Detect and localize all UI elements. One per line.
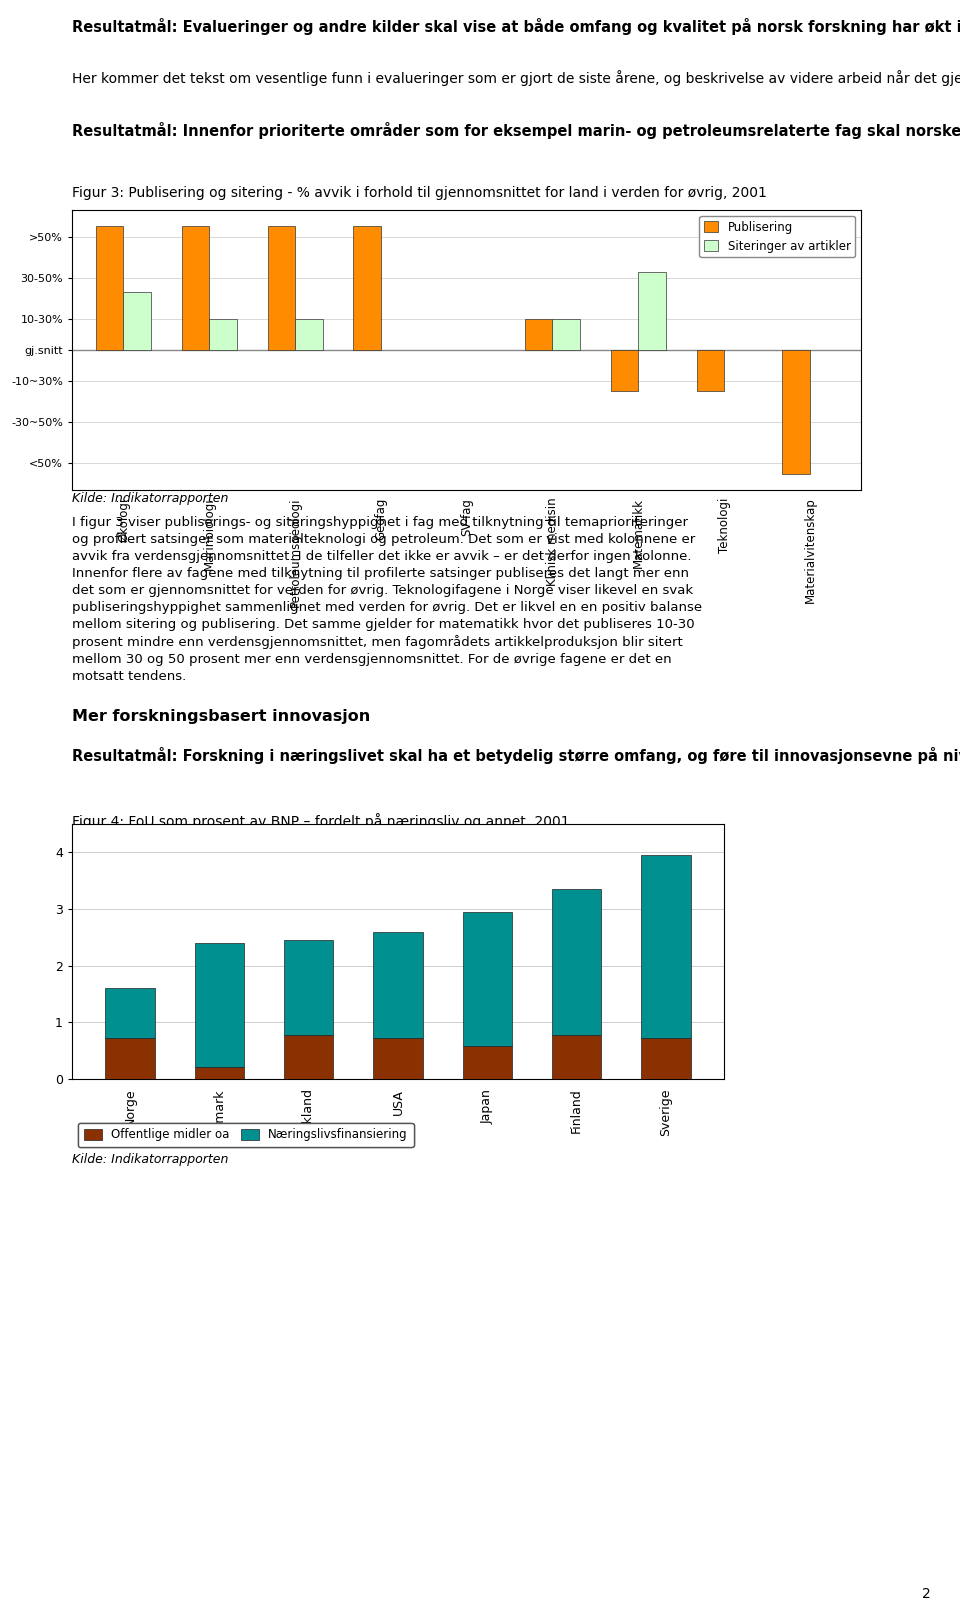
Text: Kilde: Indikatorrapporten: Kilde: Indikatorrapporten — [72, 1153, 228, 1166]
Bar — [552, 1035, 601, 1079]
Text: Figur 4: FoU som prosent av BNP – fordelt på næringsliv og annet, 2001: Figur 4: FoU som prosent av BNP – fordel… — [72, 813, 569, 829]
Bar — [525, 319, 552, 350]
Bar — [638, 272, 665, 350]
Legend: Offentlige midler oa, Næringslivsfinansiering: Offentlige midler oa, Næringslivsfinansi… — [78, 1123, 414, 1147]
Text: Kilde: Indikatorrapporten: Kilde: Indikatorrapporten — [72, 492, 228, 505]
Text: I figur 3 viser publiserings- og siteringshyppighet i fag med tilknytning til te: I figur 3 viser publiserings- og siterin… — [72, 517, 702, 684]
Bar — [295, 319, 323, 350]
Bar — [195, 943, 244, 1066]
Bar — [195, 1066, 244, 1079]
Bar — [268, 227, 295, 350]
Bar — [284, 940, 333, 1035]
Text: Her kommer det tekst om vesentlige funn i evalueringer som er gjort de siste åre: Her kommer det tekst om vesentlige funn … — [72, 70, 960, 86]
Text: 2: 2 — [923, 1586, 931, 1601]
Bar — [463, 912, 512, 1047]
Text: Resultatmål: Forskning i næringslivet skal ha et betydelig større omfang, og før: Resultatmål: Forskning i næringslivet sk… — [72, 747, 960, 765]
Text: Resultatmål: Innenfor prioriterte områder som for eksempel marin- og petroleumsr: Resultatmål: Innenfor prioriterte område… — [72, 122, 960, 139]
Bar — [106, 988, 155, 1038]
Bar — [96, 227, 124, 350]
Bar — [782, 350, 810, 473]
Bar — [181, 227, 209, 350]
Bar — [611, 350, 638, 390]
Bar — [124, 292, 151, 350]
Bar — [373, 931, 422, 1038]
Bar — [552, 319, 580, 350]
Bar — [353, 227, 381, 350]
Bar — [463, 1047, 512, 1079]
Bar — [106, 1038, 155, 1079]
Bar — [373, 1038, 422, 1079]
Text: Mer forskningsbasert innovasjon: Mer forskningsbasert innovasjon — [72, 710, 371, 724]
Bar — [641, 855, 690, 1038]
Text: Resultatmål: Evalueringer og andre kilder skal vise at både omfang og kvalitet p: Resultatmål: Evalueringer og andre kilde… — [72, 18, 960, 36]
Bar — [697, 350, 724, 390]
Bar — [641, 1038, 690, 1079]
Text: Figur 3: Publisering og sitering - % avvik i forhold til gjennomsnittet for land: Figur 3: Publisering og sitering - % avv… — [72, 186, 767, 199]
Bar — [284, 1035, 333, 1079]
Bar — [209, 319, 237, 350]
Legend: Publisering, Siteringer av artikler: Publisering, Siteringer av artikler — [700, 215, 855, 258]
Bar — [552, 889, 601, 1035]
